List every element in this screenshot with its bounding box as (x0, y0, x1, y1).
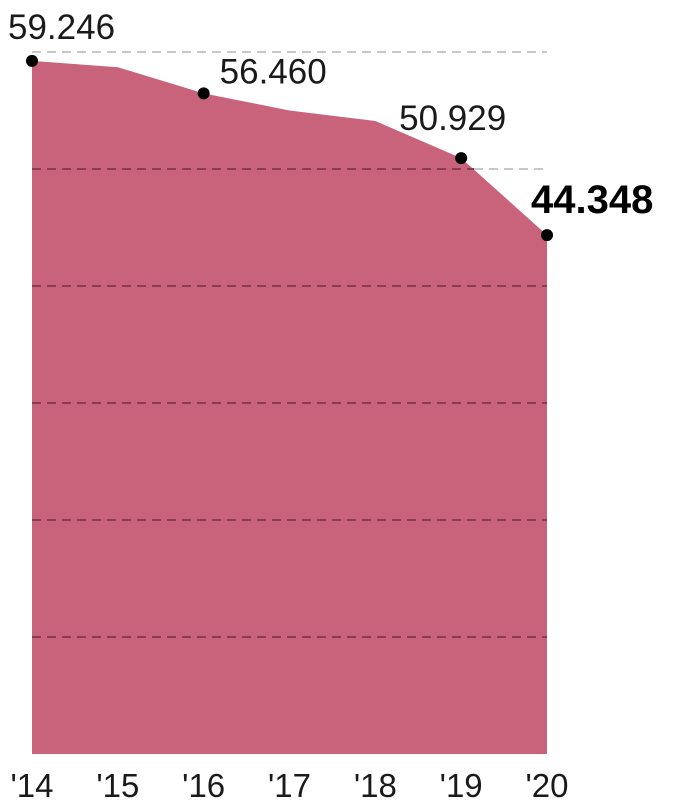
x-tick-label: '15 (96, 767, 139, 804)
data-label: 50.929 (399, 99, 506, 138)
data-point-marker (26, 54, 38, 67)
data-label: 59.246 (8, 8, 115, 47)
x-tick-label: '20 (525, 767, 568, 804)
data-label: 44.348 (531, 178, 653, 222)
data-point-marker (541, 229, 553, 242)
x-tick-label: '14 (10, 767, 53, 804)
area-fill (32, 60, 547, 755)
data-point-marker (455, 152, 468, 165)
x-tick-label: '16 (182, 767, 225, 804)
x-tick-label: '19 (440, 767, 483, 804)
x-tick-label: '17 (268, 767, 311, 804)
data-label: 56.460 (220, 52, 327, 91)
x-tick-label: '18 (354, 767, 397, 804)
data-point-marker (197, 87, 210, 100)
